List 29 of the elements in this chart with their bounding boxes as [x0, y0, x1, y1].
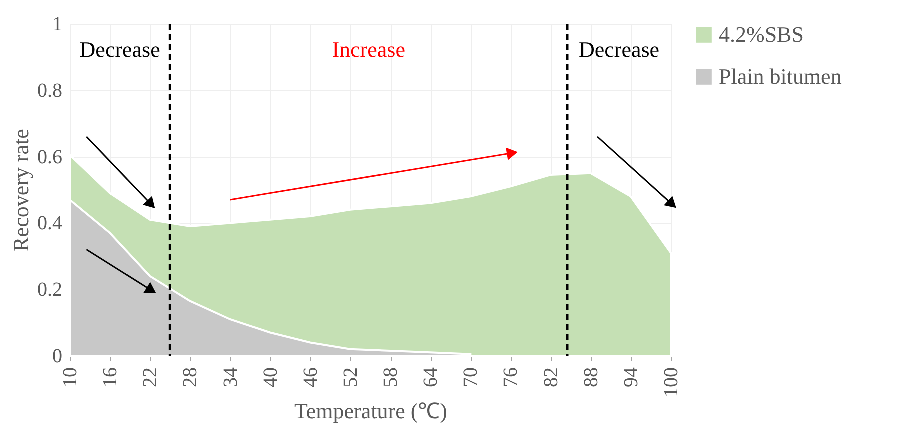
y-tick-label: 1: [52, 14, 62, 36]
x-axis-title: Temperature (℃): [294, 398, 448, 424]
legend-label: Plain bitumen: [719, 64, 842, 89]
x-tick-label: 28: [180, 368, 202, 388]
x-tick-label: 10: [60, 368, 82, 388]
y-tick-label: 0.8: [38, 80, 62, 102]
x-tick-label: 76: [500, 368, 522, 388]
y-axis-title: Recovery rate: [8, 129, 34, 252]
x-tick-label: 22: [140, 368, 162, 388]
x-tick-label: 100: [660, 368, 682, 398]
x-tick-label: 58: [380, 368, 402, 388]
x-tick-label: 52: [340, 368, 362, 388]
annotation: Decrease: [578, 37, 660, 62]
x-tick-label: 70: [460, 368, 482, 388]
y-tick-label: 0.2: [38, 279, 62, 302]
x-tick-label: 94: [620, 368, 642, 388]
annotation: Decrease: [80, 37, 160, 62]
x-tick-label: 82: [540, 368, 562, 388]
x-tick-label: 64: [420, 368, 442, 388]
x-tick-label: 88: [580, 368, 602, 388]
legend-label: 4.2%SBS: [719, 22, 804, 47]
x-tick-label: 34: [220, 368, 242, 388]
annotation: Increase: [332, 37, 406, 62]
y-tick-label: 0.6: [38, 146, 62, 168]
x-tick-label: 46: [300, 368, 322, 388]
y-tick-label: 0.4: [38, 212, 62, 235]
x-tick-label: 16: [100, 368, 122, 388]
y-tick-label: 0: [52, 346, 62, 368]
x-tick-label: 40: [260, 368, 282, 388]
